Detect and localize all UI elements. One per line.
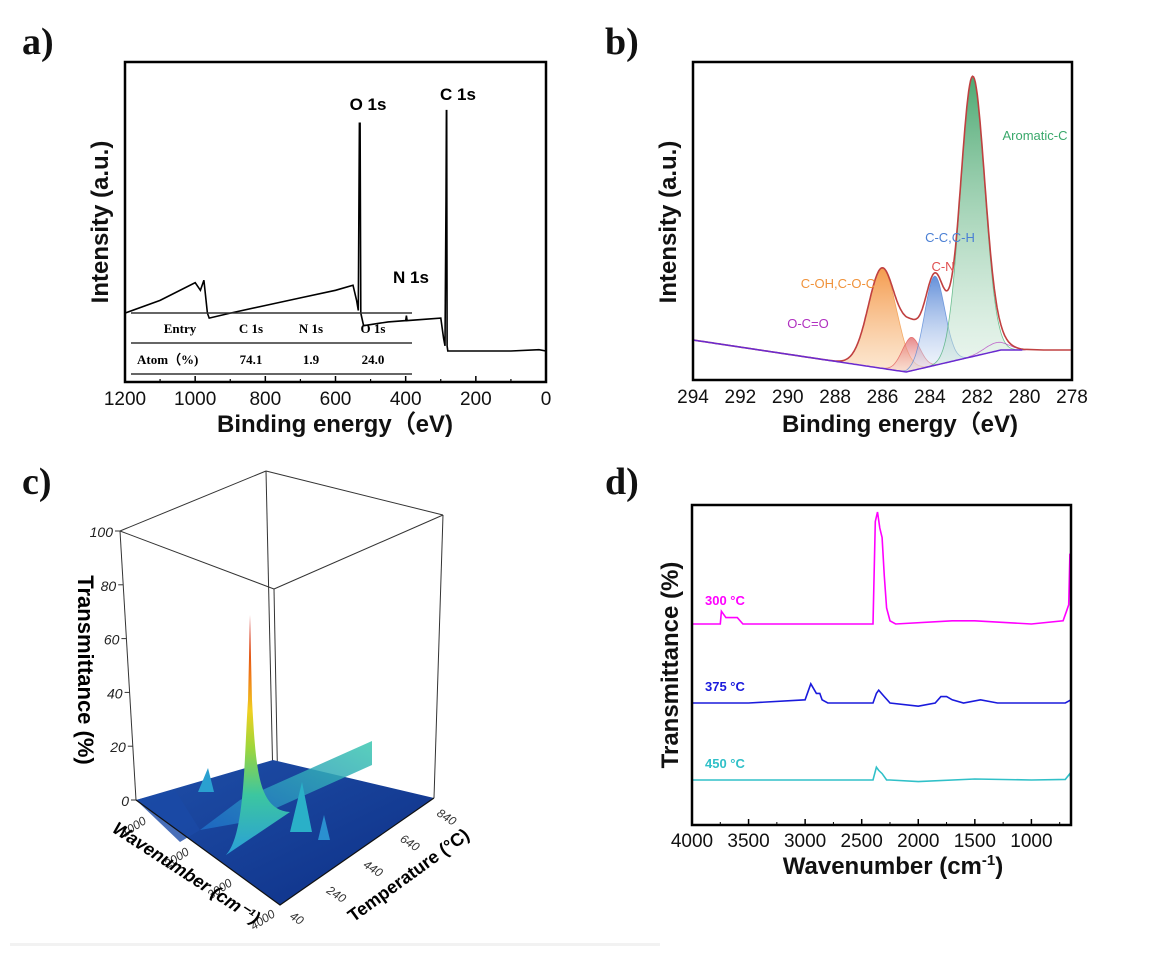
table-header-n1s: N 1s: [299, 321, 323, 336]
table-row-label: Atom（%): [137, 352, 198, 367]
annotation-o1s: O 1s: [350, 95, 387, 114]
panel-label-b: b): [605, 21, 639, 63]
chart-b: 294 292 290 288 286 284 282 280 278 Binding ener…: [655, 60, 1088, 438]
chart-c-ztick-label: 60: [104, 632, 120, 648]
surface-peak-small: [290, 782, 312, 832]
table-cell-o1s: 24.0: [362, 352, 385, 367]
chart-a-xtick-label: 800: [249, 389, 281, 410]
chart-d-xtick-label: 1500: [954, 831, 996, 852]
chart-d-xtick-label: 1000: [1010, 831, 1052, 852]
chart-a-xtick-label: 0: [541, 389, 552, 410]
surface-peak-small: [198, 768, 214, 792]
chart-c-ztick-label: 40: [107, 685, 123, 701]
chart-b-ylabel: Intensity (a.u.): [655, 141, 682, 304]
chart-b-xtick-label: 286: [867, 387, 899, 408]
surface-peak-main: [226, 615, 290, 855]
inset-table: Entry C 1s N 1s O 1s Atom（%) 74.1 1.9 24…: [131, 312, 412, 375]
chart-b-xtick-label: 292: [725, 387, 757, 408]
chart-d-series-0: [692, 511, 1072, 625]
chart-c-box: [119, 470, 444, 906]
chart-d-xlabel-main: Wavenumber (cm: [783, 853, 982, 880]
chart-a-xlabel: Binding energy（eV): [217, 411, 453, 438]
chart-a: 1200 1000 800 600 400 200 0 Binding energy（eV)…: [87, 60, 552, 438]
series-label-375: 375 °C: [705, 679, 746, 694]
table-header-o1s: O 1s: [361, 321, 386, 336]
chart-d-xtick-label: 3000: [784, 831, 826, 852]
chart-b-frame: [691, 60, 1074, 382]
chart-b-xtick-label: 294: [677, 387, 709, 408]
panel-label-d: d): [605, 461, 639, 503]
annotation-c1s: C 1s: [440, 85, 476, 104]
surface-region: [136, 790, 200, 842]
chart-b-xtick-label: 280: [1009, 387, 1041, 408]
chart-b-component-0: [887, 77, 1025, 373]
chart-c-ytick-label: 240: [323, 882, 349, 905]
chart-d: 4000 3500 3000 2500 2000 1500 1000 Wavenumber …: [657, 503, 1073, 880]
chart-c-ytick-label: 40: [287, 909, 306, 928]
series-label-300: 300 °C: [705, 593, 746, 608]
chart-c-ytick-label: 640: [398, 832, 423, 855]
chart-b-xtick-label: 290: [772, 387, 804, 408]
chart-c-ztick-label: 100: [90, 524, 114, 540]
chart-b-xtick-label: 284: [914, 387, 946, 408]
surface-peak-small: [318, 815, 330, 840]
chart-b-xlabel: Binding energy（eV): [782, 411, 1018, 438]
table-header-c1s: C 1s: [239, 321, 263, 336]
chart-a-xtick-label: 600: [320, 389, 352, 410]
label-o-c-o: O-C=O: [787, 316, 829, 331]
label-aromatic-c: Aromatic-C: [1002, 128, 1067, 143]
chart-d-series-1: [692, 681, 1072, 708]
panel-label-c: c): [22, 461, 52, 503]
chart-a-xtick-label: 400: [390, 389, 422, 410]
chart-d-xtick-label: 2000: [897, 831, 939, 852]
chart-a-ylabel: Intensity (a.u.): [87, 141, 114, 304]
label-cc-ch: C-C,C-H: [925, 230, 975, 245]
chart-d-xtick-label: 3500: [727, 831, 769, 852]
panel-label-a: a): [22, 21, 54, 63]
bottom-divider: [10, 943, 660, 946]
chart-c-ztick-label: 20: [109, 739, 126, 755]
chart-a-survey-line: [124, 109, 547, 352]
chart-a-xtick-label: 1000: [174, 389, 216, 410]
chart-b-xtick-label: 282: [961, 387, 993, 408]
label-c-n: C-N: [931, 259, 954, 274]
chart-c-ytick-label: 440: [361, 857, 386, 880]
chart-a-xtick-label: 200: [460, 389, 492, 410]
surface-floor: [136, 760, 434, 905]
series-label-450: 450 °C: [705, 756, 746, 771]
chart-d-xlabel: Wavenumber (cm-1): [783, 852, 1004, 880]
chart-c-ztick-label: 80: [101, 578, 117, 594]
chart-d-ylabel: Transmittance (%): [657, 562, 684, 769]
chart-d-xlabel-sup: -1: [982, 852, 995, 869]
chart-d-xtick-label: 2500: [841, 831, 883, 852]
chart-c-zlabel: Transmittance (%): [73, 575, 98, 765]
table-header-entry: Entry: [164, 321, 197, 336]
annotation-n1s: N 1s: [393, 268, 429, 287]
label-c-oh: C-OH,C-O-C: [801, 276, 875, 291]
chart-d-xlabel-end: ): [995, 853, 1003, 880]
chart-d-xtick-label: 4000: [671, 831, 713, 852]
chart-b-background: [692, 339, 1023, 373]
chart-b-xtick-label: 278: [1056, 387, 1088, 408]
chart-a-xtick-label: 1200: [104, 389, 146, 410]
chart-b-xtick-label: 288: [819, 387, 851, 408]
chart-c-ztick-label: 0: [121, 793, 129, 809]
chart-d-frame: [690, 503, 1073, 827]
table-cell-n1s: 1.9: [303, 352, 320, 367]
chart-c-ytick-label: 840: [434, 806, 459, 829]
chart-d-series-2: [692, 765, 1072, 783]
table-cell-c1s: 74.1: [240, 352, 263, 367]
